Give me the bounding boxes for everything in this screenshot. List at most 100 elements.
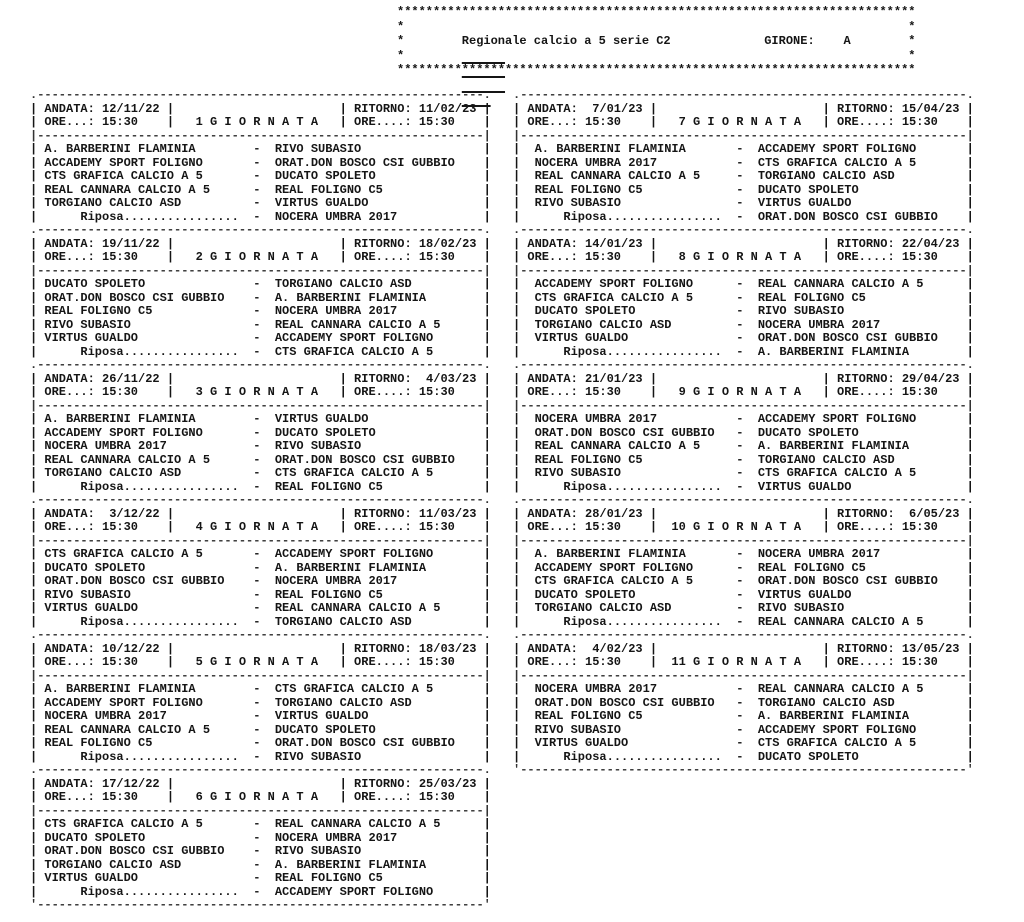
away-team: ORAT.DON BOSCO CSI GUBBIO [274,736,455,750]
border-char: | [513,655,521,669]
match-dash: - [253,817,261,831]
home-team: ORAT.DON BOSCO CSI GUBBIO [534,695,715,710]
home-team: REAL CANNARA CALCIO A 5 [44,182,211,197]
dashed-separator: '---------------------------------------… [513,763,974,777]
away-team: RIVO SUBASIO [274,844,362,858]
home-team: DUCATO SPOLETO [44,830,146,845]
ore-ritorno-value: 15:30 [418,385,455,399]
away-team: REAL FOLIGNO C5 [757,290,866,305]
away-team: RIVO SUBASIO [757,601,845,615]
home-team: NOCERA UMBRA 2017 [44,439,167,453]
ore-ritorno-value: 15:30 [901,655,938,669]
away-team: A. BARBERINI FLAMINIA [274,290,427,305]
match-dash: - [736,425,744,440]
away-team: A. BARBERINI FLAMINIA [757,439,910,453]
dashed-separator: .---------------------------------------… [30,763,491,777]
border-char: | [513,641,521,656]
border-char: | [483,371,491,386]
away-team: ACCADEMY SPORT FOLIGNO [274,331,434,345]
border-char: | [513,412,521,426]
match-dash: - [253,722,261,737]
border-char: | [513,587,521,602]
away-team: ACCADEMY SPORT FOLIGNO [757,412,917,426]
giornata-number: 3 [195,385,203,399]
resting-team: TORGIANO CALCIO ASD [274,614,412,629]
border-char: | [30,547,38,561]
match-dash: - [736,439,744,453]
border-char: | [30,371,38,386]
ritorno-date: 11/03/23 [418,506,477,521]
home-team: RIVO SUBASIO [534,466,622,480]
giornata-label: G I O R N A T A [693,250,802,264]
match-dash: - [253,587,261,602]
away-team: ACCADEMY SPORT FOLIGNO [757,142,917,156]
giornata-number: 7 [678,115,686,129]
home-team: RIVO SUBASIO [534,722,622,737]
border-char: | [30,331,38,345]
border-char: | [822,655,830,669]
border-char: | [30,736,38,750]
border-char: | [483,101,491,116]
border-char: | [513,452,521,467]
match-dash: - [253,709,261,723]
title-row: * Regionale calcio a 5 serie C2 GIRONE: … [397,34,916,48]
away-team: A. BARBERINI FLAMINIA [274,857,427,872]
home-team: REAL FOLIGNO C5 [44,736,153,750]
border-char: | [966,169,974,183]
home-team: A. BARBERINI FLAMINIA [534,547,686,561]
border-char: | [513,155,521,170]
border-char: | [513,371,521,386]
dashed-separator: |---------------------------------------… [513,128,974,143]
match-dash: - [253,182,261,197]
home-team: NOCERA UMBRA 2017 [534,155,658,170]
match-dash: - [253,857,261,872]
away-team: REAL CANNARA CALCIO A 5 [274,817,441,831]
ore-ritorno-label: ORE....: [354,790,412,804]
match-dash: - [736,466,744,480]
andata-label: ANDATA: [527,236,578,251]
border-char: | [966,709,974,723]
ritorno-label: RITORNO: [354,641,412,656]
away-team: DUCATO SPOLETO [757,182,859,197]
border-char: | [483,641,491,656]
away-team: VIRTUS GUALDO [757,196,852,210]
border-char: | [483,155,491,170]
border-char: | [966,466,974,480]
border-char: | [339,641,347,656]
andata-label: ANDATA: [527,371,578,386]
border-char: | [30,479,38,494]
home-team: DUCATO SPOLETO [44,277,146,291]
border-char: | [513,304,521,318]
border-char: | [166,385,175,399]
border-char: | [339,520,347,534]
home-team: VIRTUS GUALDO [44,871,139,885]
border-char: | [649,250,658,264]
ore-andata-value: 15:30 [585,655,622,669]
match-dash: - [253,844,261,858]
border-char: | [513,344,521,359]
match-dash: - [253,547,261,561]
riposa-label: Riposa................ [563,209,722,224]
giornata-number: 6 [195,790,203,804]
border-char: | [513,506,521,521]
match-dash: - [253,479,261,494]
home-team: TORGIANO CALCIO ASD [44,857,182,872]
dashed-separator: .---------------------------------------… [30,223,491,237]
home-team: RIVO SUBASIO [534,196,622,210]
border-char: | [822,385,830,399]
home-team: REAL CANNARA CALCIO A 5 [534,169,701,183]
border-char: | [483,655,491,669]
away-team: DUCATO SPOLETO [274,169,376,183]
match-dash: - [253,682,261,696]
match-dash: - [253,290,261,305]
border-char: | [966,425,974,440]
border-char: | [30,250,38,264]
dashed-separator: .---------------------------------------… [513,88,974,102]
border-char: | [966,439,974,453]
resting-team: ACCADEMY SPORT FOLIGNO [274,884,434,899]
match-dash: - [253,209,261,224]
away-team: ORAT.DON BOSCO CSI GUBBIO [757,331,938,345]
border-char: | [513,722,521,737]
ore-ritorno-value: 15:30 [901,520,938,534]
border-char: | [339,250,347,264]
